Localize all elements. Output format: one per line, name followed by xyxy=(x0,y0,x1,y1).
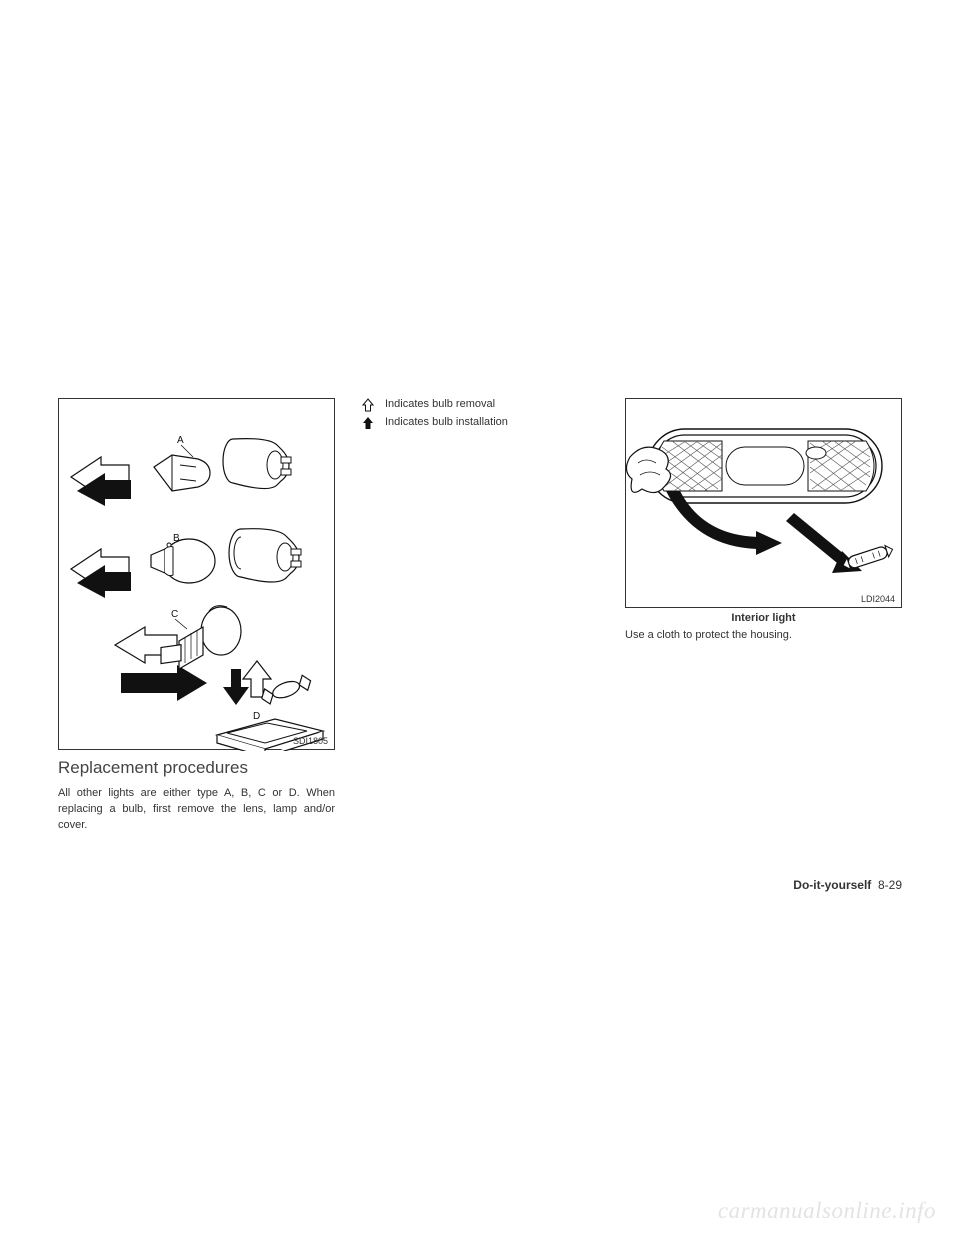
figure2-caption: LDI2044 xyxy=(861,594,895,604)
figure-interior-light: LDI2044 xyxy=(625,398,902,608)
figure2-body: Use a cloth to protect the housing. xyxy=(625,628,902,644)
section-heading: Replacement procedures xyxy=(58,758,335,778)
label-d: D xyxy=(253,711,260,722)
legend-installation-row: Indicates bulb installation xyxy=(361,416,599,430)
arrow-up-outline-icon xyxy=(361,398,375,412)
legend-installation-text: Indicates bulb installation xyxy=(385,416,508,428)
arrow-up-filled-icon xyxy=(361,416,375,430)
label-c: C xyxy=(171,609,178,620)
footer-section: Do-it-yourself xyxy=(793,878,871,892)
watermark: carmanualsonline.info xyxy=(718,1198,936,1224)
page-footer: Do-it-yourself 8-29 xyxy=(793,878,902,892)
column-3: LDI2044 Interior light Use a cloth to pr… xyxy=(625,398,902,834)
footer-page-number: 8-29 xyxy=(878,878,902,892)
section-body: All other lights are either type A, B, C… xyxy=(58,786,335,834)
interior-light-diagram xyxy=(626,399,903,609)
bulb-types-diagram: A xyxy=(59,399,336,751)
figure1-caption: SDI1805 xyxy=(293,736,328,746)
figure-bulb-types: A xyxy=(58,398,335,750)
column-2: Indicates bulb removal Indicates bulb in… xyxy=(361,398,599,834)
manual-page: A xyxy=(0,0,960,1242)
legend-removal-row: Indicates bulb removal xyxy=(361,398,599,412)
figure2-title: Interior light xyxy=(625,612,902,624)
label-a: A xyxy=(177,435,184,446)
content-columns: A xyxy=(58,398,902,834)
legend-removal-text: Indicates bulb removal xyxy=(385,398,495,410)
column-1: A xyxy=(58,398,335,834)
